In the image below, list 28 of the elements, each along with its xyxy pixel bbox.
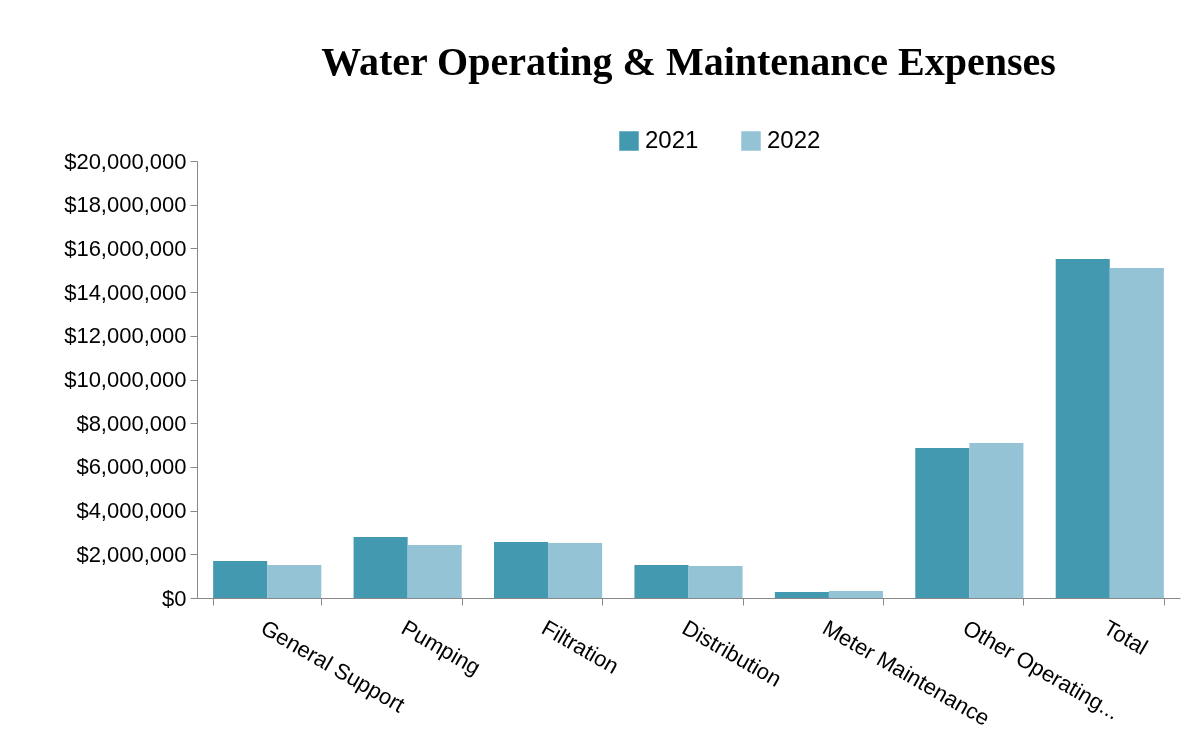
bar (1109, 268, 1164, 598)
y-tick-label: $4,000,000 (76, 498, 187, 524)
chart-title: Water Operating & Maintenance Expenses (321, 39, 1056, 84)
legend-label: 2022 (767, 126, 821, 153)
bar (969, 443, 1024, 598)
y-tick-label: $6,000,000 (76, 454, 187, 480)
bar (915, 448, 970, 598)
y-tick-label: $18,000,000 (64, 192, 187, 218)
y-tick-label: $2,000,000 (76, 541, 187, 567)
y-tick-label: $14,000,000 (64, 279, 187, 305)
legend-label: 2021 (645, 126, 699, 153)
bar (407, 544, 462, 598)
bar (353, 537, 408, 598)
bar (267, 565, 322, 598)
bar (213, 561, 268, 598)
bar (828, 591, 883, 598)
y-tick-label: $10,000,000 (64, 367, 187, 392)
y-tick-label: $8,000,000 (76, 410, 187, 436)
y-tick-label: $16,000,000 (64, 235, 187, 261)
bar (548, 542, 603, 598)
y-tick-label: $0 (162, 585, 187, 611)
y-tick-label: $12,000,000 (64, 323, 187, 349)
bar (1055, 259, 1110, 598)
bar (774, 592, 829, 598)
bar (494, 542, 549, 598)
bar (634, 565, 689, 598)
bar (688, 566, 743, 598)
y-tick-label: $20,000,000 (64, 148, 187, 174)
